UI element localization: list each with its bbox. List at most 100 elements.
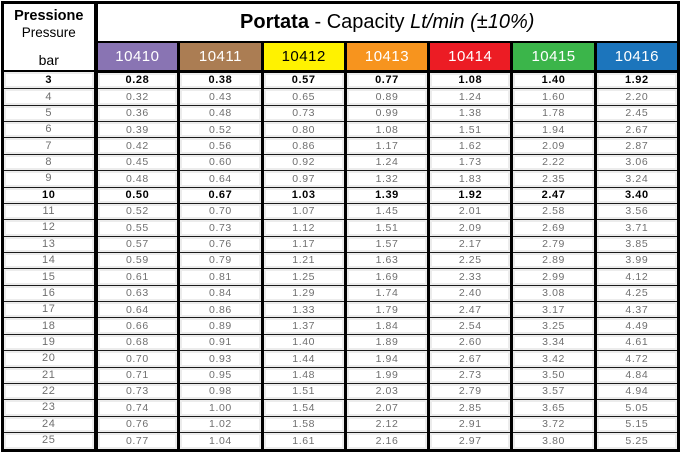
capacity-cell-10413-16bar: 1.74 xyxy=(343,284,431,303)
pressure-value-cell: 18 xyxy=(2,317,98,335)
capacity-cell-10412-9bar: 0.97 xyxy=(260,170,347,188)
pressure-value-cell: 10 xyxy=(2,186,98,204)
capacity-cell-10412-3bar: 0.57 xyxy=(260,70,347,90)
capacity-cell-10410-14bar: 0.59 xyxy=(93,251,181,270)
pressure-value-cell: 13 xyxy=(2,235,98,254)
capacity-cell-10416-15bar: 4.12 xyxy=(593,268,681,286)
capacity-cell-10411-16bar: 0.84 xyxy=(177,284,264,303)
capacity-cell-10410-6bar: 0.39 xyxy=(93,121,181,139)
product-code-header-row: 10410 10411 10412 10413 10414 10415 10416 xyxy=(3,41,681,73)
capacity-row-3bar: 3 0.28 0.38 0.57 0.77 1.08 1.40 1.92 xyxy=(2,70,681,90)
capacity-cell-10413-4bar: 0.89 xyxy=(343,88,431,106)
capacity-cell-10410-9bar: 0.48 xyxy=(93,170,181,188)
capacity-cell-10415-4bar: 1.60 xyxy=(510,88,597,106)
capacity-cell-10414-12bar: 2.09 xyxy=(427,219,514,237)
capacity-cell-10413-12bar: 1.51 xyxy=(343,219,431,237)
capacity-cell-10414-15bar: 2.33 xyxy=(427,268,514,286)
column-header-10413: 10413 xyxy=(343,41,431,73)
capacity-cell-10411-5bar: 0.48 xyxy=(177,104,264,123)
capacity-cell-10415-20bar: 3.42 xyxy=(510,350,597,368)
capacity-cell-10414-17bar: 2.47 xyxy=(427,301,514,319)
capacity-cell-10411-23bar: 1.00 xyxy=(177,399,264,417)
capacity-cell-10410-22bar: 0.73 xyxy=(93,382,181,401)
capacity-cell-10413-9bar: 1.32 xyxy=(343,170,431,188)
capacity-cell-10412-20bar: 1.44 xyxy=(260,350,347,368)
pressure-value-cell: 9 xyxy=(2,170,98,188)
capacity-cell-10414-3bar: 1.08 xyxy=(427,70,514,90)
pressure-value-cell: 5 xyxy=(2,104,98,123)
capacity-row-10bar: 10 0.50 0.67 1.03 1.39 1.92 2.47 3.40 xyxy=(2,186,681,204)
capacity-cell-10415-12bar: 2.69 xyxy=(510,219,597,237)
capacity-cell-10414-25bar: 2.97 xyxy=(427,431,514,451)
capacity-cell-10412-13bar: 1.17 xyxy=(260,235,347,254)
capacity-cell-10413-11bar: 1.45 xyxy=(343,202,431,221)
capacity-cell-10411-17bar: 0.86 xyxy=(177,301,264,319)
capacity-cell-10413-6bar: 1.08 xyxy=(343,121,431,139)
capacity-cell-10414-8bar: 1.73 xyxy=(427,153,514,172)
capacity-cell-10413-15bar: 1.69 xyxy=(343,268,431,286)
capacity-cell-10416-13bar: 3.85 xyxy=(593,235,681,254)
pressure-column-header: Pressione Pressure bar xyxy=(2,2,98,73)
capacity-cell-10412-18bar: 1.37 xyxy=(260,317,347,335)
pressure-value-cell: 8 xyxy=(2,153,98,172)
capacity-cell-10410-25bar: 0.77 xyxy=(93,431,181,451)
capacity-cell-10416-21bar: 4.84 xyxy=(593,366,681,384)
title-portata: Portata xyxy=(240,11,309,34)
column-header-10414: 10414 xyxy=(427,41,514,73)
capacity-cell-10411-3bar: 0.38 xyxy=(177,70,264,90)
capacity-cell-10413-22bar: 2.03 xyxy=(343,382,431,401)
capacity-cell-10415-11bar: 2.58 xyxy=(510,202,597,221)
capacity-cell-10411-22bar: 0.98 xyxy=(177,382,264,401)
capacity-cell-10415-17bar: 3.17 xyxy=(510,301,597,319)
capacity-row-16bar: 16 0.63 0.84 1.29 1.74 2.40 3.08 4.25 xyxy=(2,284,681,303)
column-header-10410: 10410 xyxy=(93,41,181,73)
capacity-cell-10414-23bar: 2.85 xyxy=(427,399,514,417)
capacity-cell-10410-4bar: 0.32 xyxy=(93,88,181,106)
capacity-row-21bar: 21 0.71 0.95 1.48 1.99 2.73 3.50 4.84 xyxy=(2,366,681,384)
capacity-cell-10412-19bar: 1.40 xyxy=(260,333,347,352)
capacity-row-11bar: 11 0.52 0.70 1.07 1.45 2.01 2.58 3.56 xyxy=(2,202,681,221)
capacity-cell-10411-11bar: 0.70 xyxy=(177,202,264,221)
capacity-cell-10416-25bar: 5.25 xyxy=(593,431,681,451)
capacity-cell-10412-14bar: 1.21 xyxy=(260,251,347,270)
pressure-label-italian: Pressione xyxy=(14,8,84,24)
capacity-cell-10413-18bar: 1.84 xyxy=(343,317,431,335)
title-row: Pressione Pressure bar Portata - Capacit… xyxy=(2,2,679,73)
capacity-cell-10416-4bar: 2.20 xyxy=(593,88,681,106)
capacity-cell-10411-14bar: 0.79 xyxy=(177,251,264,270)
capacity-cell-10416-9bar: 3.24 xyxy=(593,170,681,188)
column-header-10415: 10415 xyxy=(510,41,597,73)
capacity-cell-10416-19bar: 4.61 xyxy=(593,333,681,352)
capacity-cell-10415-16bar: 3.08 xyxy=(510,284,597,303)
capacity-cell-10413-23bar: 2.07 xyxy=(343,399,431,417)
pressure-unit-label: bar xyxy=(38,52,59,69)
capacity-row-6bar: 6 0.39 0.52 0.80 1.08 1.51 1.94 2.67 xyxy=(2,121,681,139)
capacity-cell-10414-11bar: 2.01 xyxy=(427,202,514,221)
table-title: Portata - Capacity Lt/min (±10%) xyxy=(95,2,679,44)
pressure-value-cell: 11 xyxy=(2,202,98,221)
capacity-cell-10416-3bar: 1.92 xyxy=(593,70,681,90)
capacity-cell-10412-25bar: 1.61 xyxy=(260,431,347,451)
capacity-cell-10415-23bar: 3.65 xyxy=(510,399,597,417)
capacity-cell-10411-9bar: 0.64 xyxy=(177,170,264,188)
pressure-value-cell: 17 xyxy=(2,301,98,319)
capacity-cell-10410-17bar: 0.64 xyxy=(93,301,181,319)
capacity-cell-10414-10bar: 1.92 xyxy=(427,186,514,204)
capacity-cell-10416-20bar: 4.72 xyxy=(593,350,681,368)
capacity-cell-10412-17bar: 1.33 xyxy=(260,301,347,319)
capacity-cell-10413-3bar: 0.77 xyxy=(343,70,431,90)
capacity-cell-10413-20bar: 1.94 xyxy=(343,350,431,368)
capacity-cell-10416-10bar: 3.40 xyxy=(593,186,681,204)
capacity-cell-10416-23bar: 5.05 xyxy=(593,399,681,417)
capacity-cell-10411-4bar: 0.43 xyxy=(177,88,264,106)
capacity-cell-10414-5bar: 1.38 xyxy=(427,104,514,123)
pressure-value-cell: 4 xyxy=(2,88,98,106)
capacity-cell-10411-15bar: 0.81 xyxy=(177,268,264,286)
capacity-cell-10416-18bar: 4.49 xyxy=(593,317,681,335)
capacity-cell-10410-11bar: 0.52 xyxy=(93,202,181,221)
capacity-cell-10416-7bar: 2.87 xyxy=(593,137,681,155)
capacity-cell-10410-19bar: 0.68 xyxy=(93,333,181,352)
capacity-row-15bar: 15 0.61 0.81 1.25 1.69 2.33 2.99 4.12 xyxy=(2,268,681,286)
capacity-cell-10410-15bar: 0.61 xyxy=(93,268,181,286)
capacity-cell-10414-6bar: 1.51 xyxy=(427,121,514,139)
